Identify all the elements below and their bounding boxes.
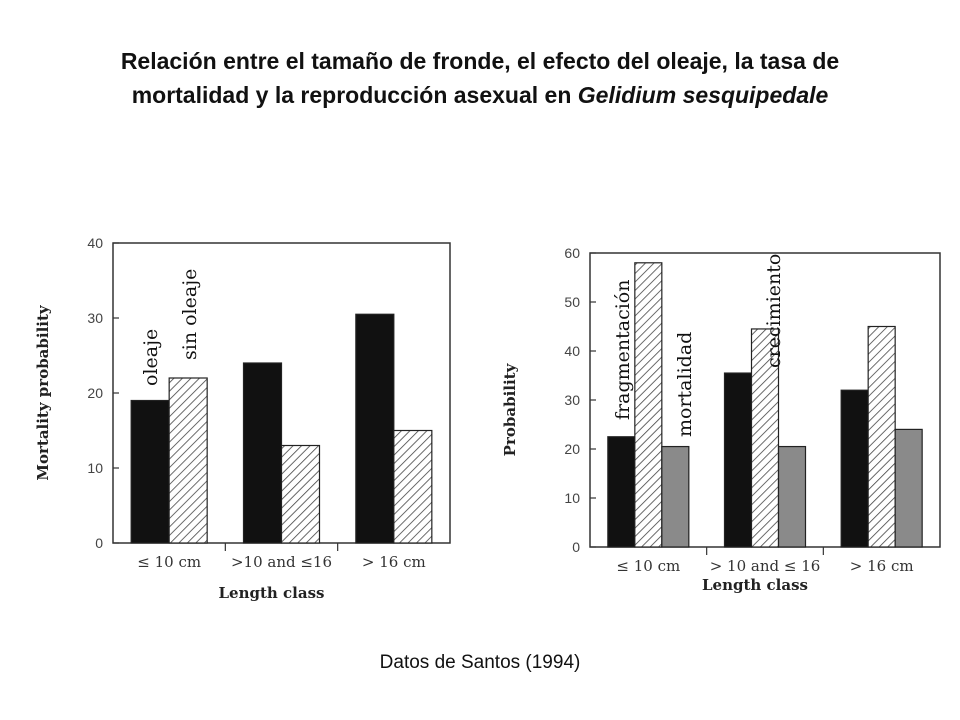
bar-fragmentación-1 [607, 436, 636, 548]
y-tick-label: 0 [95, 535, 103, 551]
y-tick-label: 50 [564, 294, 580, 310]
series-label-crecimiento: crecimiento [763, 254, 785, 368]
y-tick-label: 30 [564, 392, 580, 408]
series-label-mortalidad: mortalidad [674, 332, 696, 437]
y-tick-label: 30 [87, 310, 103, 326]
y-tick-label: 40 [87, 235, 103, 251]
x-axis-label: Length class [702, 576, 808, 594]
y-tick-label: 10 [564, 490, 580, 506]
bar-oleaje-1 [130, 399, 170, 544]
y-axis-label: Mortality probability [34, 304, 52, 481]
chart-title: Relación entre el tamaño de fronde, el e… [40, 44, 920, 112]
title-line-1: Relación entre el tamaño de fronde, el e… [120, 48, 840, 74]
bar-fragmentación-3 [840, 389, 869, 548]
y-tick-label: 40 [564, 343, 580, 359]
bar-crecimiento-3 [867, 325, 896, 548]
x-tick-label: ≤ 10 cm [137, 553, 201, 571]
bar-sin-oleaje-3 [393, 429, 433, 544]
bar-oleaje-2 [242, 362, 283, 544]
y-tick-label: 60 [564, 245, 580, 261]
source-caption: Datos de Santos (1994) [379, 652, 581, 673]
x-tick-label: ≤ 10 cm [616, 557, 680, 575]
bar-sin-oleaje-1 [168, 377, 208, 544]
bar-mortalidad-2 [777, 445, 807, 548]
x-tick-label: >10 and ≤16 [231, 553, 332, 571]
bar-mortalidad-1 [661, 445, 690, 548]
y-tick-label: 20 [564, 441, 580, 457]
species-name: Gelidium sesquipedale [577, 82, 829, 108]
x-tick-label: > 10 and ≤ 16 [710, 557, 821, 575]
series-label-sin-oleaje: sin oleaje [179, 269, 201, 360]
bar-crecimiento-1 [634, 262, 663, 548]
chart-1: 0 10 20 30 40 ≤ 10 cm >10 and ≤16 > 16 cm Length… [34, 235, 451, 602]
bar-sin-oleaje-2 [280, 444, 321, 544]
bar-crecimiento-2 [750, 328, 780, 548]
bar-oleaje-3 [355, 313, 395, 544]
bar-fragmentación-2 [723, 372, 753, 548]
x-axis-label: Length class [219, 584, 325, 602]
chart-2: 0 10 20 30 40 50 60 ≤ 10 cm > 10 and ≤ 16 > 16 cm… [501, 245, 941, 594]
bar-mortalidad-3 [894, 428, 923, 548]
y-axis-label: Probability [501, 362, 519, 456]
y-tick-label: 10 [87, 460, 103, 476]
series-label-oleaje: oleaje [140, 329, 162, 386]
y-tick-label: 0 [572, 539, 580, 555]
series-label-fragmentación: fragmentación [612, 280, 634, 420]
x-tick-label: > 16 cm [362, 553, 426, 571]
title-line-2: mortalidad y la reproducción asexual en … [40, 78, 920, 112]
x-tick-label: > 16 cm [850, 557, 914, 575]
y-tick-label: 20 [87, 385, 103, 401]
title-line-2-text: mortalidad y la reproducción asexual en [131, 82, 578, 108]
